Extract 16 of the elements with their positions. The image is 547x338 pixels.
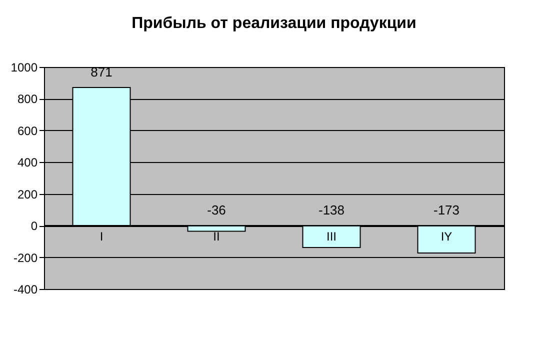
chart-title: Прибыль от реализации продукции bbox=[132, 15, 416, 32]
data-label: -138 bbox=[318, 202, 345, 218]
y-tick-label: 600 bbox=[17, 124, 38, 138]
x-tick-label: III bbox=[326, 230, 337, 244]
y-tick-label: -400 bbox=[13, 282, 38, 296]
x-tick-label: I bbox=[100, 230, 104, 244]
data-label: -36 bbox=[207, 202, 226, 218]
data-label: -173 bbox=[433, 202, 460, 218]
x-tick-label: II bbox=[213, 230, 220, 244]
y-tick-label: -200 bbox=[13, 250, 38, 265]
y-tick-label: 800 bbox=[17, 92, 38, 106]
y-tick-label: 0 bbox=[30, 219, 38, 234]
y-tick-label: 200 bbox=[17, 187, 38, 202]
y-tick-label: 400 bbox=[17, 156, 38, 170]
x-tick-label: IY bbox=[440, 230, 452, 244]
y-tick-label: 1000 bbox=[10, 60, 38, 74]
